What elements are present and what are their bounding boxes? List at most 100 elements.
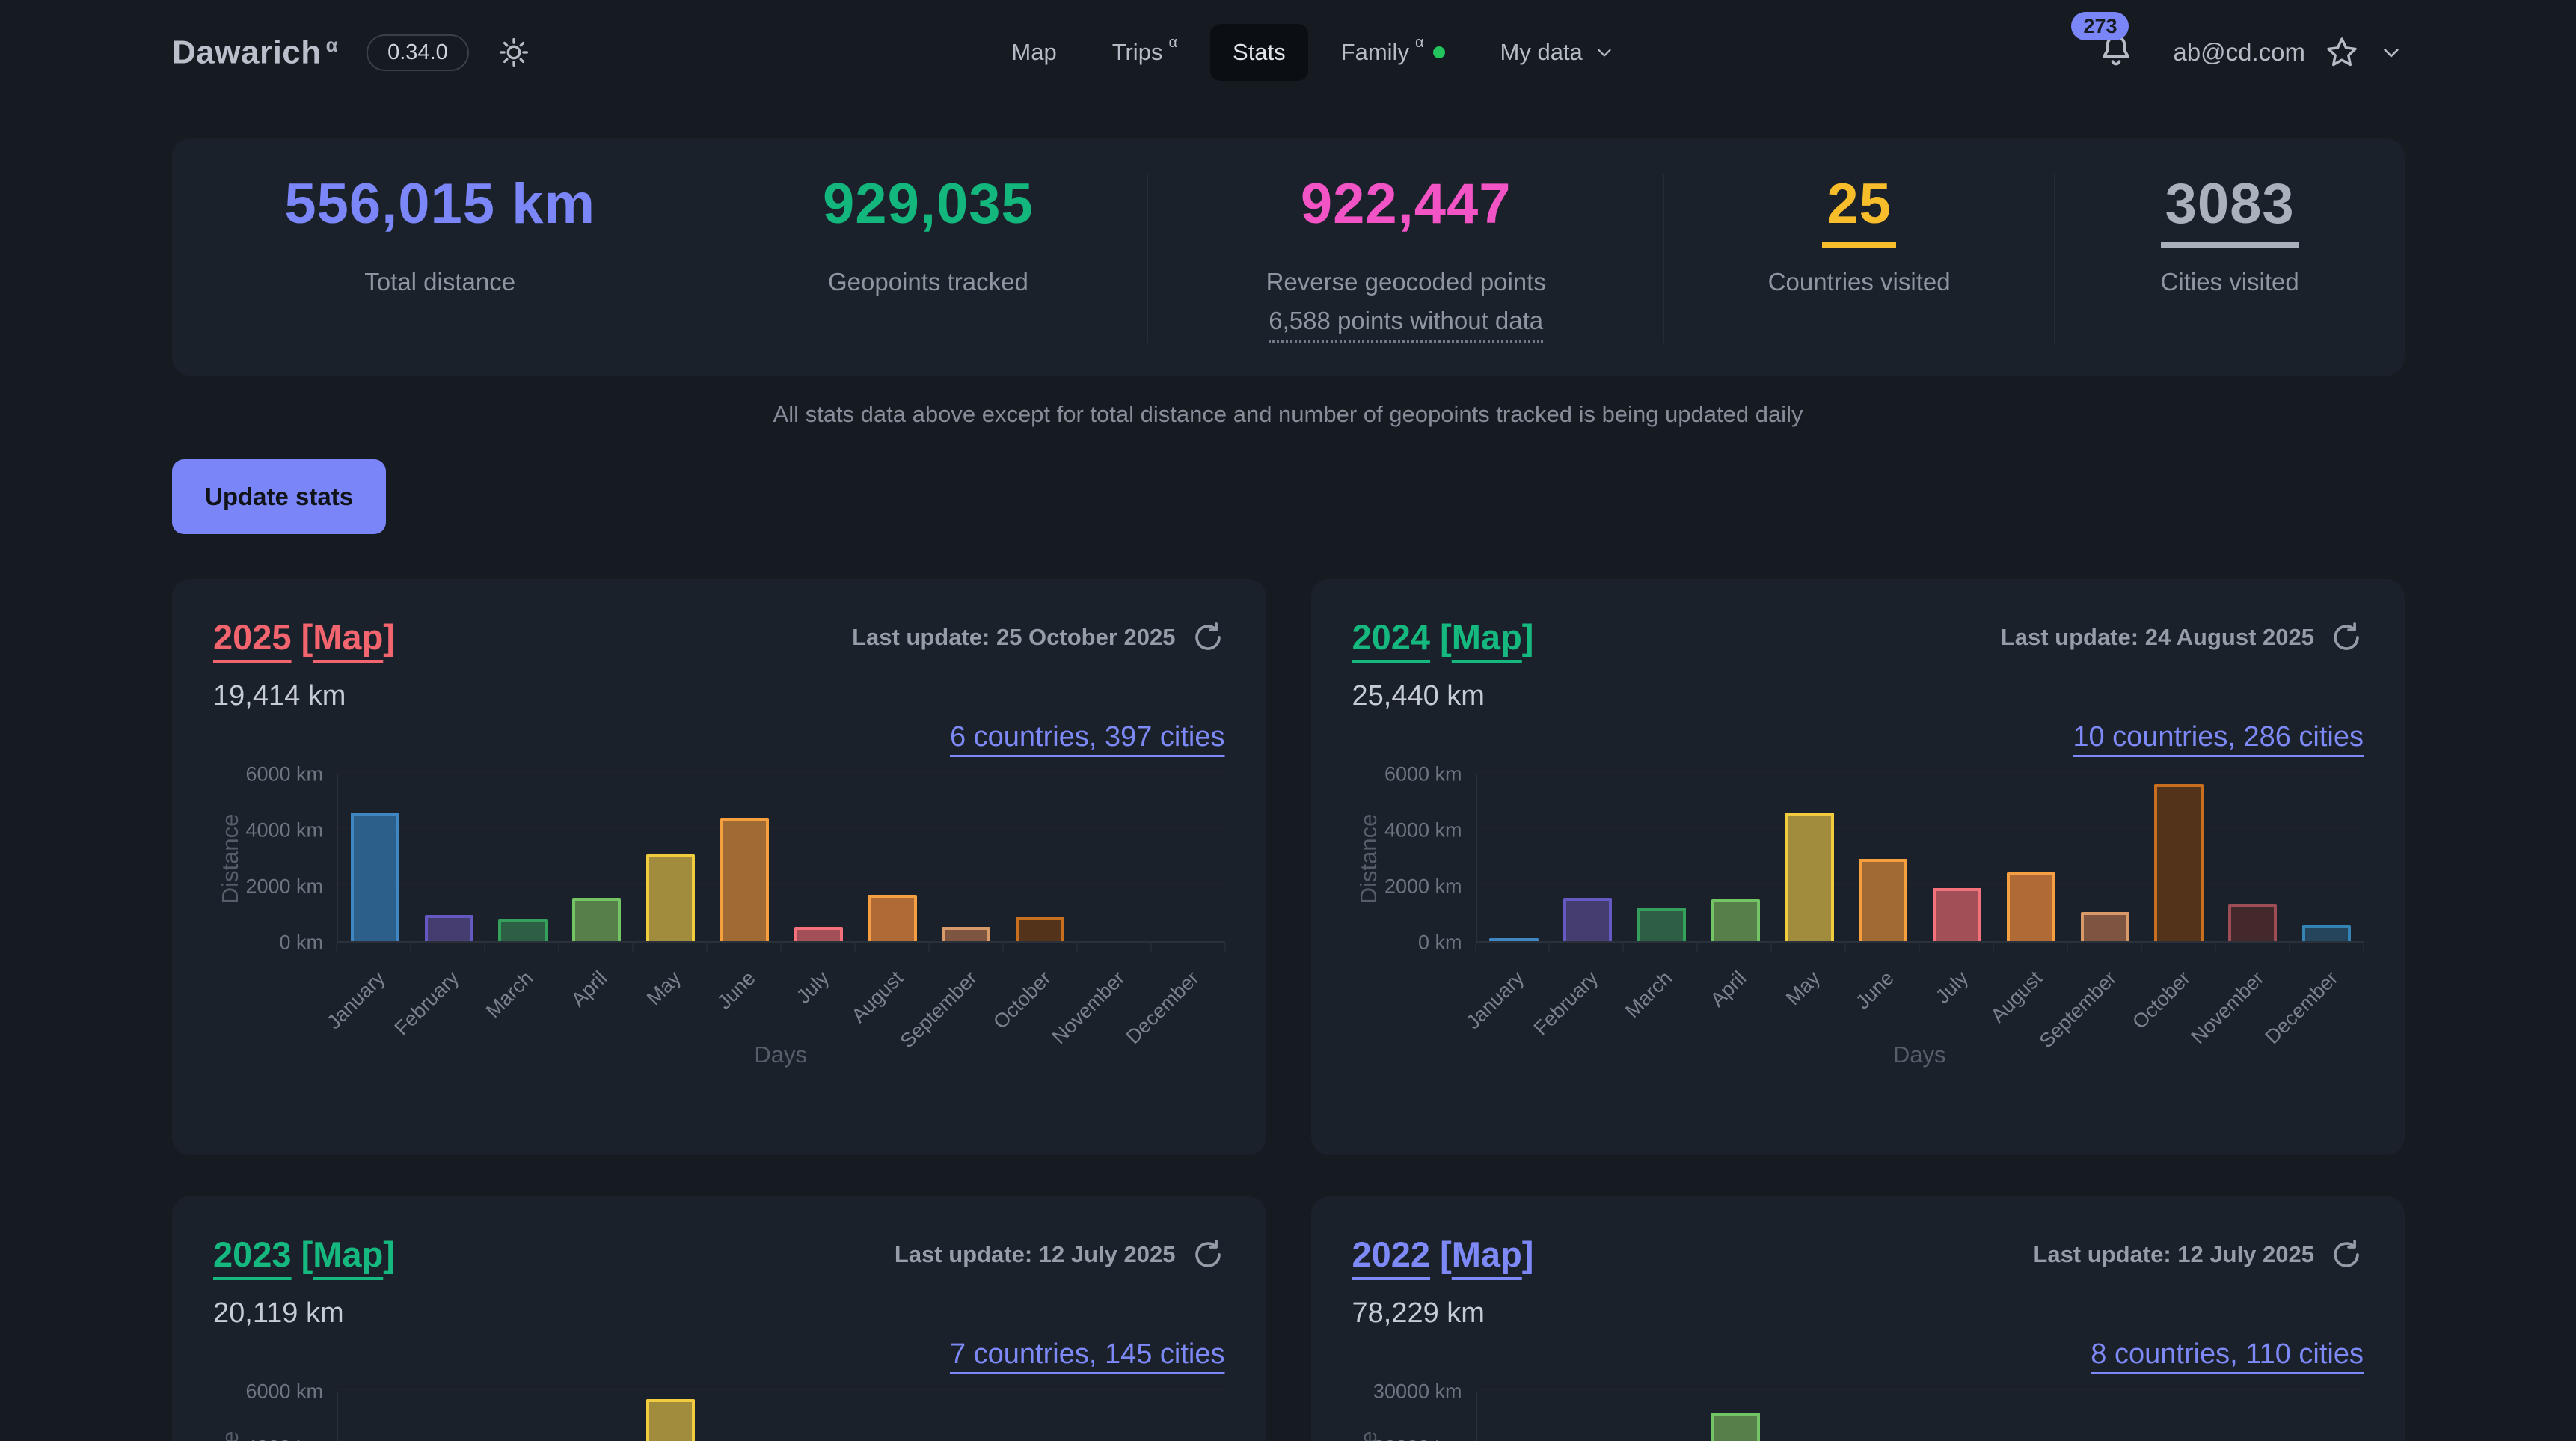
- star-icon: [2327, 37, 2357, 67]
- x-axis-ticks: [1474, 943, 2364, 955]
- y-axis-title: Distance: [213, 1392, 247, 1441]
- gridline: [338, 828, 1225, 830]
- x-tick-mark: [2215, 943, 2217, 953]
- x-tick-label: August: [1986, 967, 2046, 1027]
- y-tick-label: 6000 km: [245, 762, 323, 786]
- nav-item-label: Stats: [1233, 39, 1286, 65]
- x-tick-mark: [927, 943, 930, 953]
- places-link-2024[interactable]: 10 countries, 286 cities: [2073, 721, 2364, 753]
- bar-may: [645, 1399, 696, 1441]
- stat-value: 556,015 km: [284, 172, 596, 236]
- gridline: [1476, 772, 2364, 774]
- distance-total: 20,119 km: [213, 1297, 344, 1330]
- nav-item-label: Map: [1011, 39, 1057, 65]
- year-link-2023[interactable]: 2023: [213, 1235, 292, 1275]
- x-tick-mark: [1696, 943, 1699, 953]
- x-tick-mark: [557, 943, 559, 953]
- notifications-button[interactable]: 273: [2071, 11, 2135, 74]
- y-tick-label: 6000 km: [245, 1380, 323, 1403]
- app-logo[interactable]: Dawarich α: [172, 34, 338, 72]
- x-axis-labels: January February March April May June July Augu…: [323, 955, 1225, 1053]
- nav-item-my-data[interactable]: My data: [1478, 24, 1638, 81]
- user-menu-button[interactable]: [2379, 40, 2404, 65]
- refresh-icon[interactable]: [1191, 1237, 1225, 1272]
- map-link-2024[interactable]: Map: [1451, 617, 1522, 658]
- x-axis-ticks: [336, 943, 1226, 955]
- y-tick-label: 2000 km: [1384, 875, 1462, 898]
- refresh-icon[interactable]: [2329, 1237, 2364, 1272]
- stat-reverse-geocoded-points: 922,447 Reverse geocoded points 6,588 poin…: [1147, 174, 1663, 343]
- bar-june: [720, 818, 769, 942]
- y-tick-label: 0 km: [279, 931, 323, 954]
- update-stats-button[interactable]: Update stats: [172, 459, 387, 535]
- refresh-icon[interactable]: [1191, 620, 1225, 655]
- bar-march: [1637, 908, 1687, 942]
- x-tick-mark: [336, 943, 337, 953]
- chevron-down-icon: [2384, 49, 2399, 58]
- stat-label: Countries visited: [1767, 268, 1951, 296]
- x-tick-label: July: [1931, 967, 1972, 1009]
- nav-item-map[interactable]: Map: [989, 24, 1079, 81]
- stat-sublabel: 6,588 points without data: [1269, 307, 1544, 343]
- y-axis-title: Distance: [1355, 813, 1381, 904]
- x-tick-label: April: [1705, 967, 1751, 1012]
- nav-item-label: Trips: [1111, 39, 1163, 65]
- nav-item-trips[interactable]: Trips α: [1090, 24, 1200, 81]
- plot-area: [1475, 1389, 2364, 1441]
- bar-april: [572, 898, 622, 942]
- nav-item-stats[interactable]: Stats: [1210, 24, 1308, 81]
- nav-item-family[interactable]: Family α: [1319, 24, 1468, 81]
- bar-april: [1711, 899, 1760, 942]
- map-link-2023[interactable]: Map: [313, 1235, 384, 1275]
- bar-february: [1563, 898, 1613, 942]
- chart-2024: Distance 0 km 2000 km 4000 km 6000 km January…: [1352, 763, 2364, 1068]
- x-tick-mark: [1844, 943, 1847, 953]
- sun-icon: [499, 37, 528, 67]
- x-tick-mark: [631, 943, 634, 953]
- stat-value: 929,035: [823, 172, 1034, 236]
- bar-april: [1711, 1413, 1760, 1441]
- map-link-2025[interactable]: Map: [313, 617, 384, 658]
- bar-june: [1859, 858, 1908, 942]
- y-tick-label: 0 km: [1417, 931, 1462, 954]
- x-tick-mark: [1993, 943, 1995, 953]
- distance-total: 78,229 km: [1352, 1297, 1485, 1330]
- theme-toggle-button[interactable]: [497, 36, 530, 69]
- x-tick-label: March: [482, 967, 538, 1023]
- chart-2025: Distance 0 km 2000 km 4000 km 6000 km January…: [213, 763, 1226, 1068]
- stats-note: All stats data above except for total di…: [773, 401, 1803, 428]
- year-link-2025[interactable]: 2025: [213, 617, 292, 658]
- stats-summary: 556,015 km Total distance 929,035 Geopoints…: [172, 138, 2405, 376]
- map-link-2022[interactable]: Map: [1451, 1235, 1522, 1275]
- year-link-2024[interactable]: 2024: [1352, 617, 1431, 658]
- refresh-icon[interactable]: [2329, 620, 2364, 655]
- gridline: [338, 884, 1225, 886]
- bar-february: [424, 914, 473, 942]
- y-tick-label: 20000 km: [1373, 1437, 1462, 1441]
- x-tick-mark: [1076, 943, 1078, 953]
- y-axis-ticks: 0 km10000 km20000 km30000 km: [1373, 1380, 1476, 1441]
- online-dot: [1432, 46, 1445, 58]
- last-update-text: Last update: 12 July 2025: [2033, 1240, 2314, 1267]
- year-link-2022[interactable]: 2022: [1352, 1235, 1431, 1275]
- distance-total: 25,440 km: [1352, 680, 1485, 712]
- bar-august: [2006, 872, 2056, 942]
- plot-area: [337, 772, 1225, 943]
- places-link-2022[interactable]: 8 countries, 110 cities: [2091, 1338, 2364, 1371]
- last-update-text: Last update: 24 August 2025: [2000, 623, 2314, 650]
- favorite-button[interactable]: [2325, 35, 2359, 70]
- main-nav: Map Trips α Stats Family α My data: [530, 24, 2097, 81]
- x-axis-title: Days: [754, 1041, 808, 1068]
- x-axis-title: Days: [1892, 1041, 1946, 1068]
- bar-august: [868, 895, 917, 942]
- y-tick-label: 4000 km: [245, 1437, 323, 1441]
- places-link-2023[interactable]: 7 countries, 145 cities: [949, 1338, 1225, 1371]
- app-name: Dawarich: [172, 34, 322, 71]
- bar-december: [2302, 924, 2352, 942]
- places-link-2025[interactable]: 6 countries, 397 cities: [949, 721, 1225, 753]
- plot-area: [1475, 772, 2364, 943]
